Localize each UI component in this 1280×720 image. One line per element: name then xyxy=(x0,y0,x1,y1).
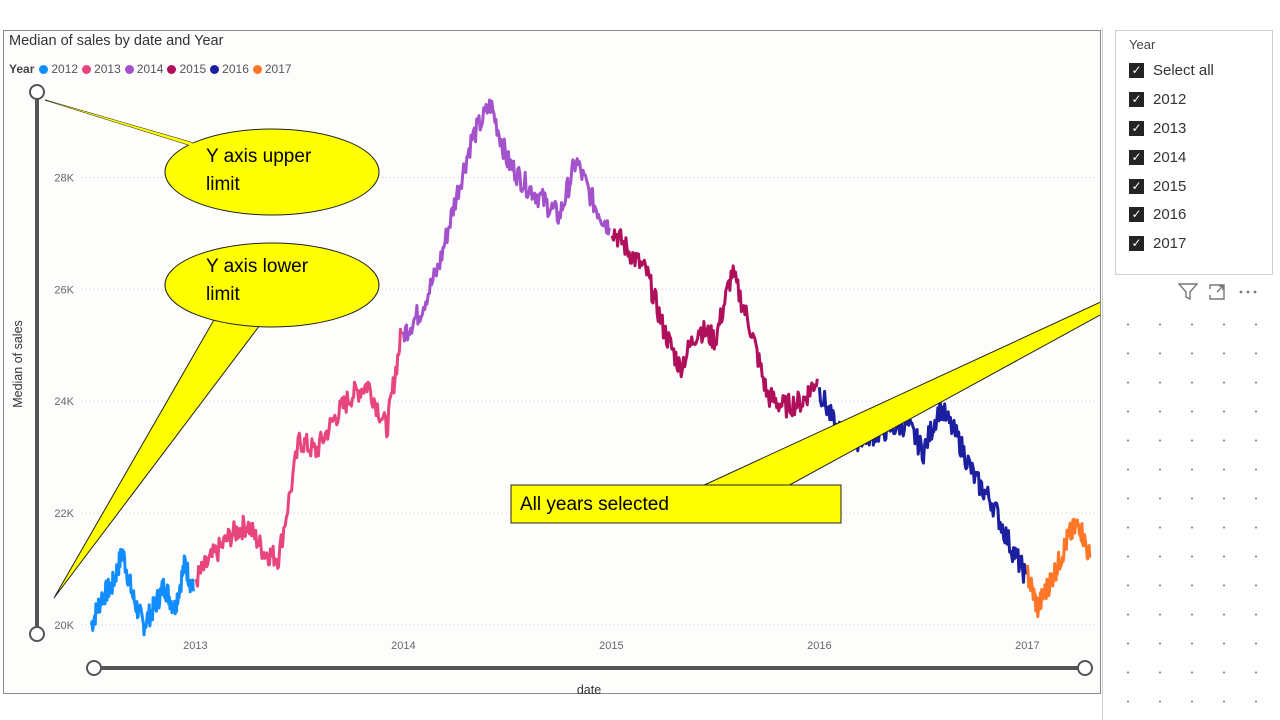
callout-lower-limit-text: limit xyxy=(206,284,240,305)
legend-item-2016[interactable]: 2016 xyxy=(210,62,249,76)
x-axis-start-handle xyxy=(86,660,102,676)
x-tick-label: 2015 xyxy=(599,640,623,652)
focus-mode-icon[interactable] xyxy=(1208,283,1228,306)
legend-item-2012[interactable]: 2012 xyxy=(39,62,78,76)
slicer-visual-header xyxy=(1177,283,1258,306)
callout-pointer xyxy=(53,317,261,599)
series-line-2015 xyxy=(610,228,819,419)
legend-dot-icon xyxy=(82,64,92,74)
year-slicer[interactable]: Year ✓ Select all ✓ 2012 ✓ 2013 ✓ 2014 ✓ 2015… xyxy=(1115,30,1273,275)
callout-upper-limit xyxy=(164,128,380,216)
y-axis-title: Median of sales xyxy=(11,320,25,408)
chart-title: Median of sales by date and Year xyxy=(9,33,224,49)
checkbox-checked-icon[interactable]: ✓ xyxy=(1129,92,1144,107)
slicer-item-2017[interactable]: ✓ 2017 xyxy=(1129,235,1186,252)
y-tick-label: 20K xyxy=(54,620,74,632)
x-axis-title: date xyxy=(577,683,601,697)
x-tick-label: 2014 xyxy=(391,640,415,652)
slicer-item-label: 2017 xyxy=(1153,235,1187,252)
legend-item-2013[interactable]: 2013 xyxy=(82,62,121,76)
checkbox-checked-icon[interactable]: ✓ xyxy=(1129,121,1144,136)
legend-dot-icon xyxy=(124,64,134,74)
legend-label: 2013 xyxy=(94,62,121,76)
slicer-item-2015[interactable]: ✓ 2015 xyxy=(1129,178,1186,195)
x-tick-label: 2013 xyxy=(183,640,207,652)
legend-label: 2016 xyxy=(222,62,249,76)
callout-all-years-text: All years selected xyxy=(520,494,669,515)
legend-dot-icon xyxy=(210,64,220,74)
legend-item-2015[interactable]: 2015 xyxy=(167,62,206,76)
checkbox-checked-icon[interactable]: ✓ xyxy=(1129,179,1144,194)
series-line-2017 xyxy=(1025,517,1092,619)
legend-label: 2012 xyxy=(51,62,79,76)
y-tick-label: 24K xyxy=(54,396,74,408)
legend-item-2014[interactable]: 2014 xyxy=(124,62,164,76)
series-line-2014 xyxy=(401,98,611,343)
legend-title: Year xyxy=(9,62,35,76)
canvas-dot-grid xyxy=(1112,300,1280,720)
slicer-item-2016[interactable]: ✓ 2016 xyxy=(1129,206,1186,223)
callout-upper-limit-text: limit xyxy=(206,174,240,195)
y-tick-label: 22K xyxy=(54,508,74,520)
chart-legend: Year 2012 2013 2014 2015 2016 2017 xyxy=(9,62,296,76)
callout-pointer-fill xyxy=(45,100,205,150)
x-axis-end-handle xyxy=(1077,660,1093,676)
legend-label: 2015 xyxy=(179,62,207,76)
chart-plot-area: 20K 22K 24K 26K 28K 2013 2014 2015 2016 2017 date M… xyxy=(11,84,1100,697)
pane-divider xyxy=(1102,28,1103,720)
slicer-item-label: 2015 xyxy=(1153,178,1187,195)
callout-upper-limit-text: Y axis upper xyxy=(206,146,312,167)
more-options-icon[interactable] xyxy=(1238,283,1258,306)
legend-label: 2017 xyxy=(264,62,292,76)
x-tick-label: 2017 xyxy=(1015,640,1039,652)
legend-dot-icon xyxy=(39,64,49,74)
checkbox-checked-icon[interactable]: ✓ xyxy=(1129,236,1144,251)
slicer-item-2014[interactable]: ✓ 2014 xyxy=(1129,149,1186,166)
checkbox-checked-icon[interactable]: ✓ xyxy=(1129,150,1144,165)
legend-item-2017[interactable]: 2017 xyxy=(252,62,292,76)
y-axis-upper-handle xyxy=(29,84,45,100)
callout-all-years xyxy=(510,484,842,524)
slicer-item-2013[interactable]: ✓ 2013 xyxy=(1129,120,1186,137)
slicer-item-label: 2016 xyxy=(1153,206,1187,223)
slicer-item-2012[interactable]: ✓ 2012 xyxy=(1129,91,1186,108)
y-tick-label: 26K xyxy=(54,284,74,296)
slicer-item-label: 2012 xyxy=(1153,91,1187,108)
filter-icon[interactable] xyxy=(1177,283,1199,306)
checkbox-checked-icon[interactable]: ✓ xyxy=(1129,207,1144,222)
series-line-2016 xyxy=(817,387,1027,584)
callout-lower-limit xyxy=(164,242,380,328)
slicer-item-select-all[interactable]: ✓ Select all xyxy=(1129,62,1214,79)
slicer-item-label: 2013 xyxy=(1153,120,1187,137)
legend-dot-icon xyxy=(252,64,262,74)
checkbox-checked-icon[interactable]: ✓ xyxy=(1129,63,1144,78)
x-tick-label: 2016 xyxy=(807,640,831,652)
y-tick-label: 28K xyxy=(54,172,74,184)
report-top-bar xyxy=(0,0,1280,28)
series-line-2012 xyxy=(89,547,195,637)
series-line-2013 xyxy=(194,327,403,588)
legend-dot-icon xyxy=(167,64,177,74)
legend-label: 2014 xyxy=(136,62,164,76)
slicer-title: Year xyxy=(1129,37,1156,52)
callout-lower-limit-text: Y axis lower xyxy=(206,256,309,277)
slicer-item-label: Select all xyxy=(1153,62,1214,79)
y-axis-lower-handle xyxy=(29,626,45,642)
slicer-item-label: 2014 xyxy=(1153,149,1187,166)
